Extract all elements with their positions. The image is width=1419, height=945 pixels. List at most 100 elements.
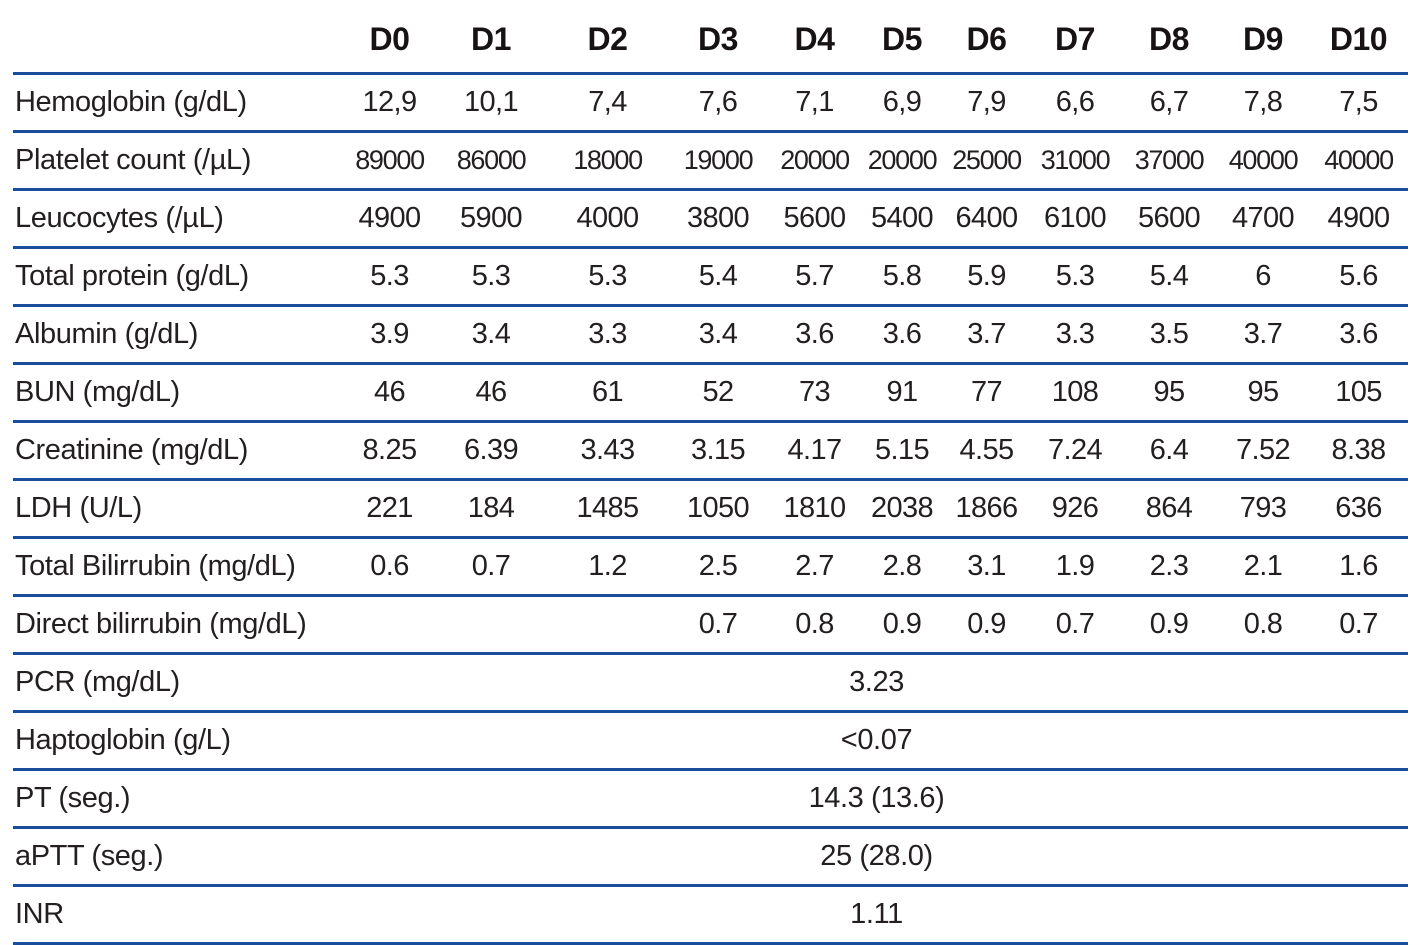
value-cell: 5.3 xyxy=(548,247,667,307)
value-cell: 5.3 xyxy=(345,247,434,307)
row-label: INR xyxy=(13,885,345,945)
value-cell: 636 xyxy=(1309,479,1408,539)
value-cell: 0.9 xyxy=(1121,595,1217,655)
value-cell: 1.2 xyxy=(548,537,667,597)
value-cell: 3.7 xyxy=(944,305,1029,365)
value-cell: 2.1 xyxy=(1217,537,1309,597)
value-cell: 5900 xyxy=(434,189,548,249)
column-header: D0 xyxy=(345,0,434,75)
table-row: Creatinine (mg/dL) 8.25 6.39 3.43 3.15 4.17 5.… xyxy=(13,421,1408,481)
value-cell: 0.8 xyxy=(1217,595,1309,655)
value-cell: 3.3 xyxy=(548,305,667,365)
value-cell: 1485 xyxy=(548,479,667,539)
value-cell: 1.6 xyxy=(1309,537,1408,597)
value-cell: 61 xyxy=(548,363,667,423)
header-row: D0 D1 D2 D3 D4 D5 D6 D7 D8 D9 D10 xyxy=(13,0,1408,75)
span-value-cell: 14.3 (13.6) xyxy=(345,769,1408,829)
row-label: Haptoglobin (g/L) xyxy=(13,711,345,771)
value-cell: 4900 xyxy=(345,189,434,249)
value-cell: 3.5 xyxy=(1121,305,1217,365)
table-row: Total protein (g/dL) 5.3 5.3 5.3 5.4 5.7 5.8 5.… xyxy=(13,247,1408,307)
value-cell: 3.7 xyxy=(1217,305,1309,365)
value-cell: 926 xyxy=(1029,479,1121,539)
row-label: Direct bilirrubin (mg/dL) xyxy=(13,595,345,655)
value-cell: 3.6 xyxy=(860,305,944,365)
value-cell: 0.6 xyxy=(345,537,434,597)
value-cell: 6400 xyxy=(944,189,1029,249)
value-cell: 91 xyxy=(860,363,944,423)
value-cell: 6 xyxy=(1217,247,1309,307)
table-row: LDH (U/L) 221 184 1485 1050 1810 2038 1866 926 86… xyxy=(13,479,1408,539)
column-header: D8 xyxy=(1121,0,1217,75)
value-cell: 95 xyxy=(1121,363,1217,423)
value-cell: 3.43 xyxy=(548,421,667,481)
value-cell: 1866 xyxy=(944,479,1029,539)
table-row: Direct bilirrubin (mg/dL) 0.7 0.8 0.9 0.9 0.7… xyxy=(13,595,1408,655)
value-cell: 5.7 xyxy=(769,247,860,307)
table-row: PCR (mg/dL) 3.23 xyxy=(13,653,1408,713)
value-cell: 105 xyxy=(1309,363,1408,423)
value-cell: 20000 xyxy=(769,131,860,191)
row-label: BUN (mg/dL) xyxy=(13,363,345,423)
value-cell: 4000 xyxy=(548,189,667,249)
corner-header-empty xyxy=(13,0,345,75)
column-header: D5 xyxy=(860,0,944,75)
row-label: Albumin (g/dL) xyxy=(13,305,345,365)
value-cell: 1810 xyxy=(769,479,860,539)
table-row: PT (seg.) 14.3 (13.6) xyxy=(13,769,1408,829)
row-label: Leucocytes (/µL) xyxy=(13,189,345,249)
value-cell: 18000 xyxy=(548,131,667,191)
column-header: D9 xyxy=(1217,0,1309,75)
value-cell: 6.39 xyxy=(434,421,548,481)
value-cell: 184 xyxy=(434,479,548,539)
value-cell: 7.24 xyxy=(1029,421,1121,481)
value-cell: 3.6 xyxy=(769,305,860,365)
value-cell: 5.15 xyxy=(860,421,944,481)
table-row: Albumin (g/dL) 3.9 3.4 3.3 3.4 3.6 3.6 3.7 3.3 3.… xyxy=(13,305,1408,365)
value-cell: 6,7 xyxy=(1121,73,1217,133)
value-cell: 7,6 xyxy=(667,73,769,133)
value-cell: 5.3 xyxy=(434,247,548,307)
span-value-cell: 25 (28.0) xyxy=(345,827,1408,887)
value-cell: 3.15 xyxy=(667,421,769,481)
value-cell: 6100 xyxy=(1029,189,1121,249)
value-cell: 5.9 xyxy=(944,247,1029,307)
value-cell: 8.25 xyxy=(345,421,434,481)
value-cell: 46 xyxy=(345,363,434,423)
value-cell: 0.7 xyxy=(1309,595,1408,655)
value-cell: 0.9 xyxy=(944,595,1029,655)
value-cell: 10,1 xyxy=(434,73,548,133)
value-cell: 7,5 xyxy=(1309,73,1408,133)
value-cell: 52 xyxy=(667,363,769,423)
value-cell: 37000 xyxy=(1121,131,1217,191)
value-cell: 7,4 xyxy=(548,73,667,133)
value-cell: 95 xyxy=(1217,363,1309,423)
value-cell: 5.3 xyxy=(1029,247,1121,307)
value-cell: 89000 xyxy=(345,131,434,191)
value-cell: 4.55 xyxy=(944,421,1029,481)
value-cell: 4900 xyxy=(1309,189,1408,249)
column-header: D1 xyxy=(434,0,548,75)
value-cell: 0.9 xyxy=(860,595,944,655)
value-cell: 7,1 xyxy=(769,73,860,133)
table-row: INR 1.11 xyxy=(13,885,1408,945)
table-row: BUN (mg/dL) 46 46 61 52 73 91 77 108 95 95 105 xyxy=(13,363,1408,423)
value-cell: 19000 xyxy=(667,131,769,191)
value-cell: 77 xyxy=(944,363,1029,423)
value-cell: 108 xyxy=(1029,363,1121,423)
table-row: Hemoglobin (g/dL) 12,9 10,1 7,4 7,6 7,1 6,9 7,9… xyxy=(13,73,1408,133)
value-cell xyxy=(345,595,434,655)
column-header: D4 xyxy=(769,0,860,75)
value-cell: 73 xyxy=(769,363,860,423)
table-row: Leucocytes (/µL) 4900 5900 4000 3800 5600 5400… xyxy=(13,189,1408,249)
value-cell: 6,9 xyxy=(860,73,944,133)
row-label: LDH (U/L) xyxy=(13,479,345,539)
value-cell: 6,6 xyxy=(1029,73,1121,133)
table-row: Haptoglobin (g/L) <0.07 xyxy=(13,711,1408,771)
value-cell: 3.9 xyxy=(345,305,434,365)
row-label: aPTT (seg.) xyxy=(13,827,345,887)
value-cell: 2.3 xyxy=(1121,537,1217,597)
value-cell: 3.3 xyxy=(1029,305,1121,365)
table-row: Total Bilirrubin (mg/dL) 0.6 0.7 1.2 2.5 2.7 2… xyxy=(13,537,1408,597)
value-cell: 0.8 xyxy=(769,595,860,655)
